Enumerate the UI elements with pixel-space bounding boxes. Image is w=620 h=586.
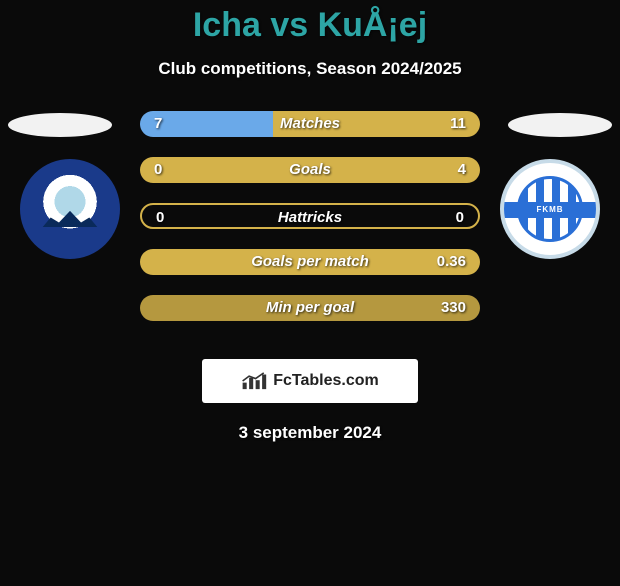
stat-label: Min per goal [140,295,480,321]
page-title: Icha vs KuÅ¡ej [0,6,620,45]
date-label: 3 september 2024 [0,423,620,443]
stat-row: 04Goals [140,157,480,183]
stat-row: 711Matches [140,111,480,137]
branding-text: FcTables.com [273,372,379,390]
chart-icon [241,371,267,391]
stat-label: Hattricks [142,205,478,229]
club-logo-right: FKMB [500,159,600,259]
subtitle: Club competitions, Season 2024/2025 [0,59,620,79]
stat-label: Goals per match [140,249,480,275]
stat-row: 330Min per goal [140,295,480,321]
stat-rows: 711Matches 04Goals 00Hattricks 0.36Goals pe… [140,111,480,341]
stat-label: Goals [140,157,480,183]
stat-row: 0.36Goals per match [140,249,480,275]
stats-area: FKMB 711Matches 04Goals 00Hattricks 0.36Goa… [0,111,620,341]
club-right-text: FKMB [504,202,596,219]
club-logo-left [20,159,120,259]
player-left-face [8,113,112,137]
branding-badge: FcTables.com [202,359,418,403]
stat-label: Matches [140,111,480,137]
player-right-face [508,113,612,137]
stat-row: 00Hattricks [140,203,480,229]
